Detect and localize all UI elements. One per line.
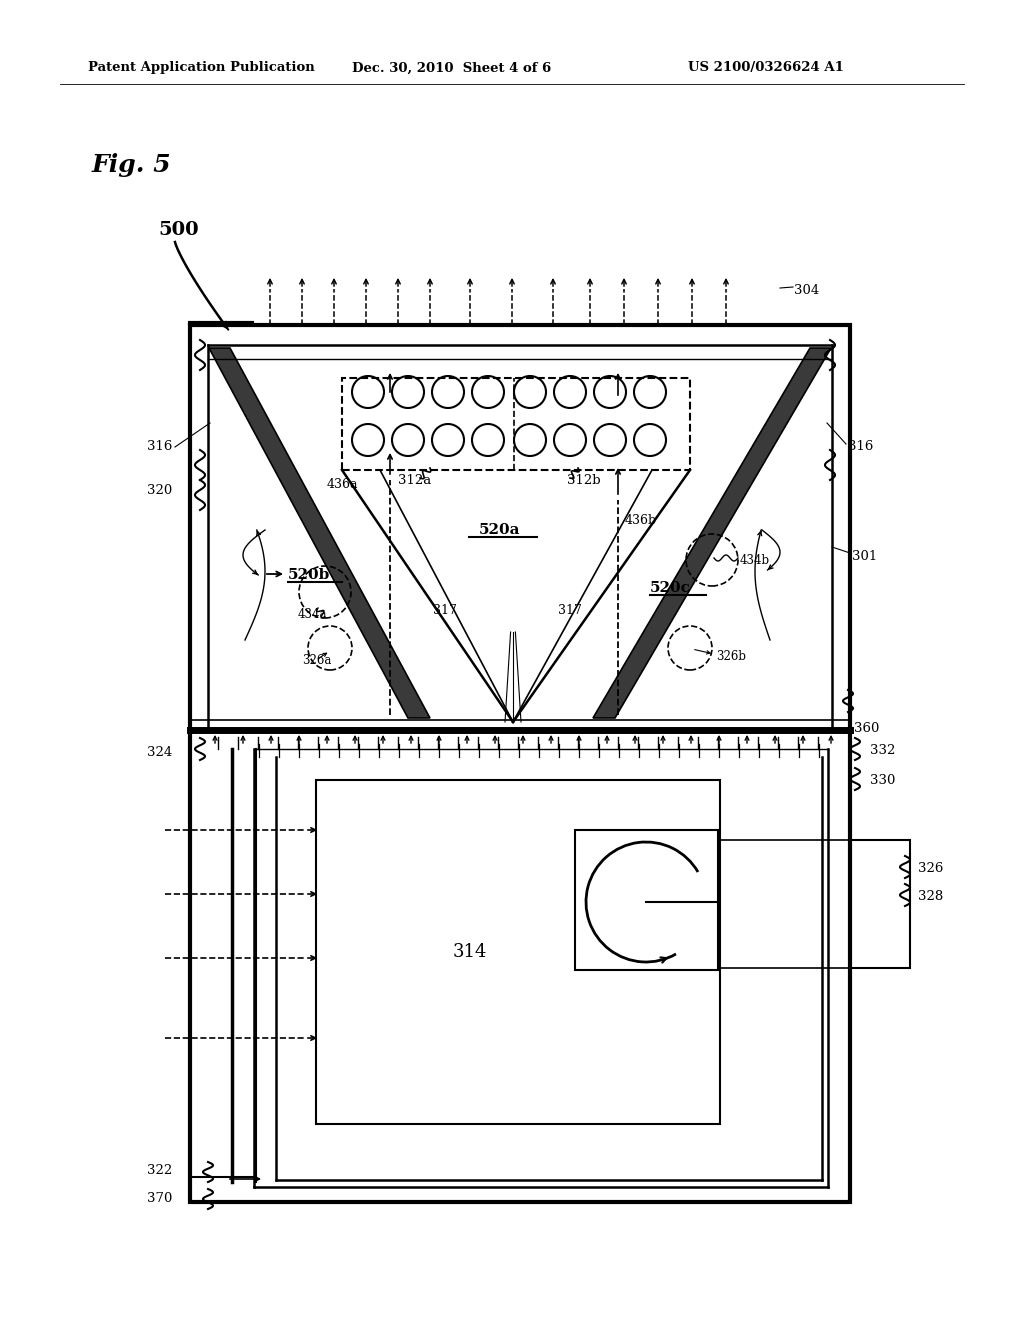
Text: 316: 316	[848, 441, 873, 454]
Text: US 2100/0326624 A1: US 2100/0326624 A1	[688, 62, 844, 74]
Text: 330: 330	[870, 774, 895, 787]
Text: 317: 317	[433, 603, 457, 616]
Text: 500: 500	[158, 220, 199, 239]
Text: 324: 324	[146, 746, 172, 759]
Text: 326: 326	[918, 862, 943, 874]
Text: 520a: 520a	[479, 523, 521, 537]
Text: 312b: 312b	[567, 474, 601, 487]
Text: 322: 322	[146, 1164, 172, 1177]
Polygon shape	[209, 348, 430, 718]
Text: 370: 370	[146, 1192, 172, 1205]
Text: 436b: 436b	[625, 513, 657, 527]
Text: 320: 320	[146, 483, 172, 496]
Text: 326b: 326b	[716, 649, 746, 663]
Text: 360: 360	[854, 722, 880, 734]
Text: 434b: 434b	[740, 553, 770, 566]
Polygon shape	[593, 348, 831, 718]
Text: 328: 328	[918, 890, 943, 903]
Text: 312a: 312a	[398, 474, 432, 487]
Text: Fig. 5: Fig. 5	[92, 153, 172, 177]
Text: 332: 332	[870, 743, 895, 756]
Text: Dec. 30, 2010  Sheet 4 of 6: Dec. 30, 2010 Sheet 4 of 6	[352, 62, 551, 74]
Text: 316: 316	[146, 441, 172, 454]
Text: 436a: 436a	[327, 478, 358, 491]
Text: Patent Application Publication: Patent Application Publication	[88, 62, 314, 74]
Bar	[850, 840, 910, 968]
Text: 314: 314	[453, 942, 487, 961]
Text: 520c: 520c	[650, 581, 691, 595]
Text: 317: 317	[558, 603, 582, 616]
Text: 520b: 520b	[288, 568, 331, 582]
Text: 434a: 434a	[298, 607, 328, 620]
Text: 301: 301	[852, 549, 878, 562]
Bar	[316, 780, 720, 1125]
Text: 304: 304	[794, 284, 819, 297]
Text: 326a: 326a	[302, 655, 332, 668]
Bar	[575, 830, 718, 970]
